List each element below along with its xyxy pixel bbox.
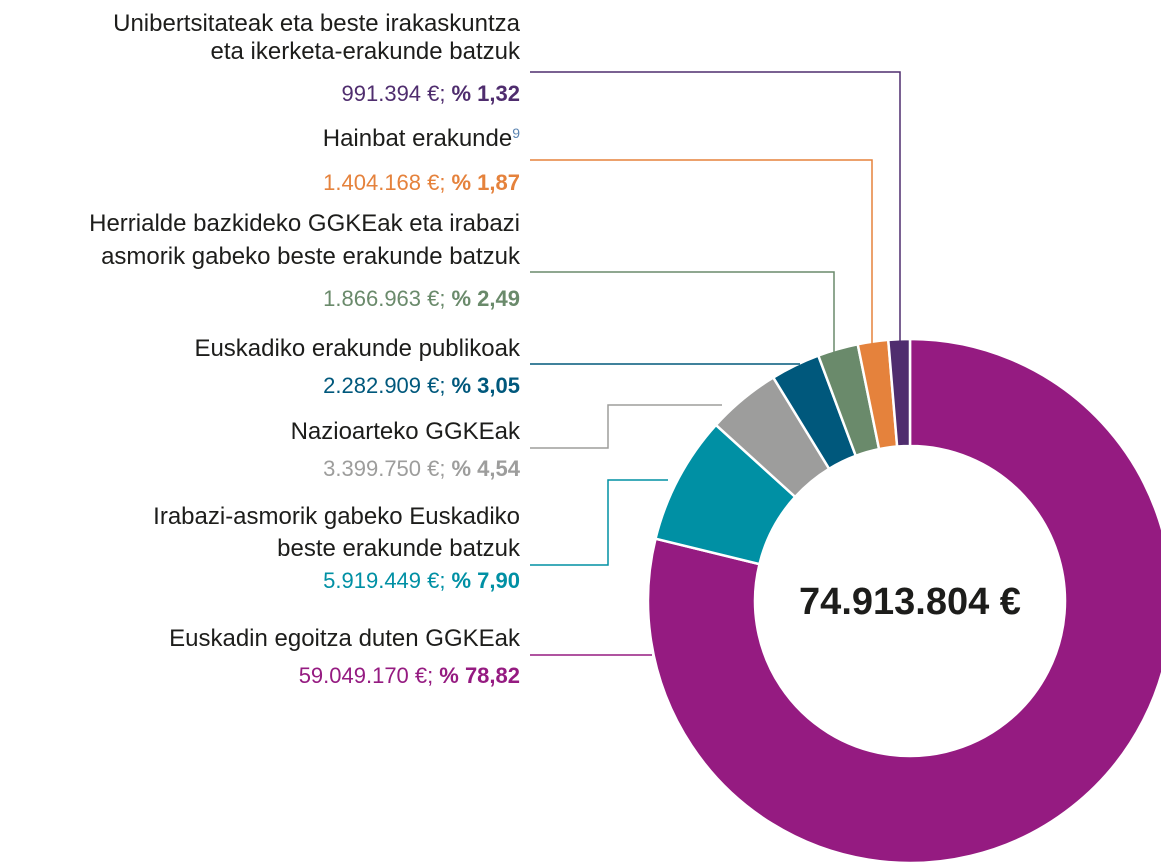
category-text: asmorik gabeko beste erakunde batzuk	[101, 243, 521, 270]
donut	[646, 337, 1161, 863]
labels: Euskadin egoitza duten GGKEak 59.049.170 …	[89, 10, 901, 688]
value-label: 991.394 €;% 1,32	[342, 81, 520, 106]
percent: % 4,54	[452, 456, 521, 481]
leader-line	[530, 71, 901, 342]
category-label: beste erakunde batzuk	[277, 535, 521, 562]
category-text: Unibertsitateak eta beste irakaskuntza	[113, 10, 521, 37]
leader-line	[530, 159, 873, 345]
footnote: 9	[512, 125, 520, 141]
category-text: Irabazi-asmorik gabeko Euskadiko	[153, 503, 520, 530]
percent: % 1,32	[452, 81, 521, 106]
amount: 5.919.449 €;	[323, 568, 445, 593]
percent: % 78,82	[439, 663, 520, 688]
total-label: 74.913.804 €	[799, 581, 1021, 623]
amount: 3.399.750 €;	[323, 456, 445, 481]
slice	[886, 337, 912, 448]
amount: 1.866.963 €;	[323, 286, 445, 311]
percent: % 2,49	[452, 286, 521, 311]
amount: 2.282.909 €;	[323, 373, 445, 398]
leader-line	[530, 271, 835, 352]
category-text: Euskadiko erakunde publikoak	[194, 335, 521, 362]
amount: 59.049.170 €;	[299, 663, 434, 688]
category-label: eta ikerketa-erakunde batzuk	[210, 38, 521, 65]
category-label: Irabazi-asmorik gabeko Euskadiko	[153, 503, 520, 530]
percent: % 1,87	[452, 170, 521, 195]
slice	[646, 337, 1161, 863]
percent: % 3,05	[452, 373, 521, 398]
amount: 1.404.168 €;	[323, 170, 445, 195]
value-label: 1.866.963 €; % 2,49	[323, 286, 520, 311]
category-text: Hainbat erakunde	[323, 125, 512, 152]
leader-line	[530, 404, 722, 449]
category-label: asmorik gabeko beste erakunde batzuk	[101, 243, 521, 270]
value-label: 59.049.170 €;% 78,82	[299, 663, 520, 688]
category-label: Nazioarteko GGKEak	[291, 418, 521, 445]
category-label: Euskadin egoitza duten GGKEak	[169, 625, 521, 652]
value-label: 2.282.909 €; % 3,05	[323, 373, 520, 398]
category-label: Hainbat erakunde9	[323, 125, 520, 152]
category-label: Euskadiko erakunde publikoak	[194, 335, 521, 362]
category-label: Herrialde bazkideko GGKEak eta irabazi	[89, 210, 520, 237]
percent: % 7,90	[452, 568, 521, 593]
leader-line	[530, 479, 668, 566]
category-text: beste erakunde batzuk	[277, 535, 521, 562]
category-text: Euskadin egoitza duten GGKEak	[169, 625, 521, 652]
category-label: Unibertsitateak eta beste irakaskuntza	[113, 10, 521, 37]
amount: 991.394 €;	[342, 81, 446, 106]
value-label: 1.404.168 €; % 1,87	[323, 170, 520, 195]
value-label: 5.919.449 €; % 7,90	[323, 568, 520, 593]
value-label: 3.399.750 €; % 4,54	[323, 456, 521, 481]
category-text: eta ikerketa-erakunde batzuk	[210, 38, 521, 65]
category-text: Herrialde bazkideko GGKEak eta irabazi	[89, 210, 520, 237]
category-text: Nazioarteko GGKEak	[291, 418, 521, 445]
